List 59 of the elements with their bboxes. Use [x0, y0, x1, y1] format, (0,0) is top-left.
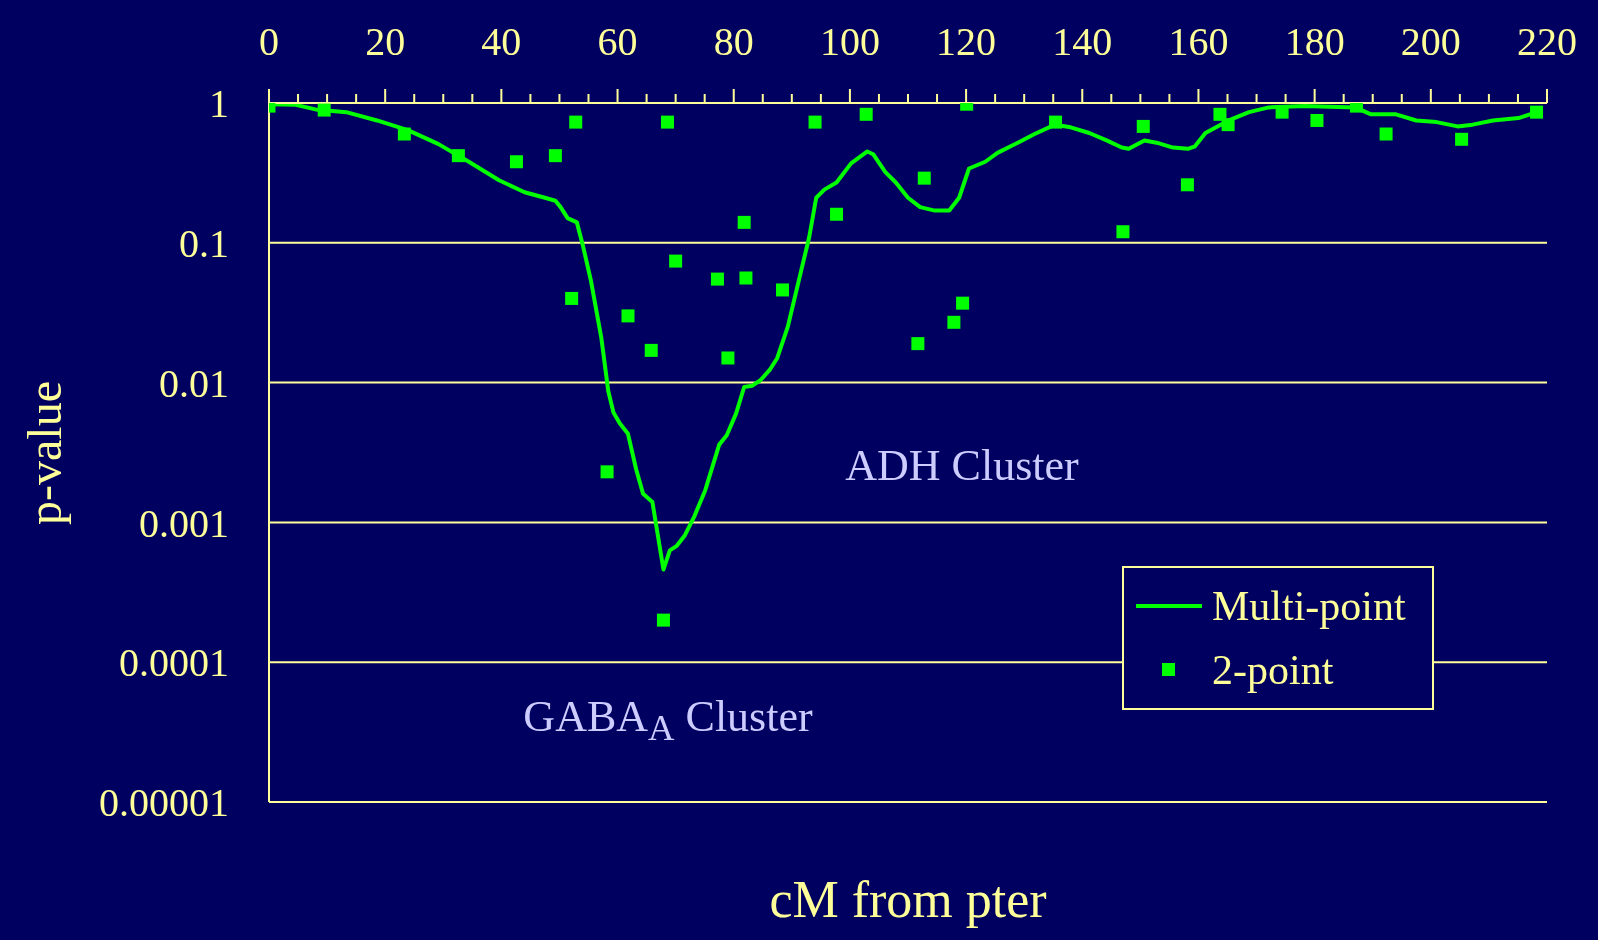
point: [1136, 119, 1150, 133]
x-tick-label: 60: [597, 19, 638, 64]
point: [721, 351, 735, 365]
x-tick-label: 120: [936, 19, 997, 64]
point: [669, 254, 683, 268]
point: [1049, 115, 1063, 129]
point: [956, 296, 970, 310]
point: [656, 613, 670, 627]
y-tick-label: 0.01: [159, 360, 229, 406]
x-tick-label: 200: [1400, 19, 1461, 64]
point: [1180, 178, 1194, 192]
point: [830, 207, 844, 221]
x-tick-label: 100: [819, 19, 880, 64]
y-tick-label: 0.001: [139, 500, 229, 546]
point: [644, 343, 658, 357]
point: [947, 315, 961, 329]
point: [1116, 225, 1130, 239]
point: [808, 115, 822, 129]
point: [859, 107, 873, 121]
point: [548, 149, 562, 163]
y-tick-label: 1: [209, 81, 229, 127]
legend-label: 2-point: [1212, 646, 1334, 694]
x-tick-label: 180: [1284, 19, 1345, 64]
point: [621, 309, 635, 323]
x-tick-label: 0: [259, 19, 279, 64]
y-tick-label: 0.00001: [99, 780, 229, 826]
annotation: GABA$_{A}$ Cluster: [523, 690, 813, 750]
x-tick-label: 160: [1168, 19, 1229, 64]
point: [317, 103, 331, 117]
point: [509, 155, 523, 169]
point: [1213, 107, 1227, 121]
point: [569, 115, 583, 129]
x-tick-label: 220: [1517, 19, 1577, 64]
x-tick-label: 140: [1052, 19, 1113, 64]
point: [710, 272, 724, 286]
point: [565, 291, 579, 305]
annotation: ADH Cluster: [845, 439, 1079, 491]
x-tick-label: 80: [713, 19, 754, 64]
x-tick-label: 20: [365, 19, 406, 64]
y-axis-title: p-value: [16, 380, 72, 525]
point: [911, 337, 925, 351]
point: [1310, 113, 1324, 127]
x-axis-title: cM from pter: [768, 870, 1048, 929]
y-tick-label: 0.0001: [119, 640, 229, 686]
point: [661, 115, 674, 129]
point: [600, 465, 614, 479]
point: [1530, 105, 1544, 119]
point: [1379, 127, 1393, 141]
point: [776, 283, 790, 297]
legend-label: Multi-point: [1212, 582, 1406, 630]
point: [739, 271, 753, 285]
point: [1455, 132, 1469, 146]
point: [451, 149, 465, 163]
point: [737, 215, 751, 229]
point: [917, 171, 931, 185]
y-tick-label: 0.1: [179, 221, 229, 266]
point: [1221, 118, 1235, 132]
x-tick-label: 40: [481, 19, 522, 64]
point: [397, 127, 411, 141]
